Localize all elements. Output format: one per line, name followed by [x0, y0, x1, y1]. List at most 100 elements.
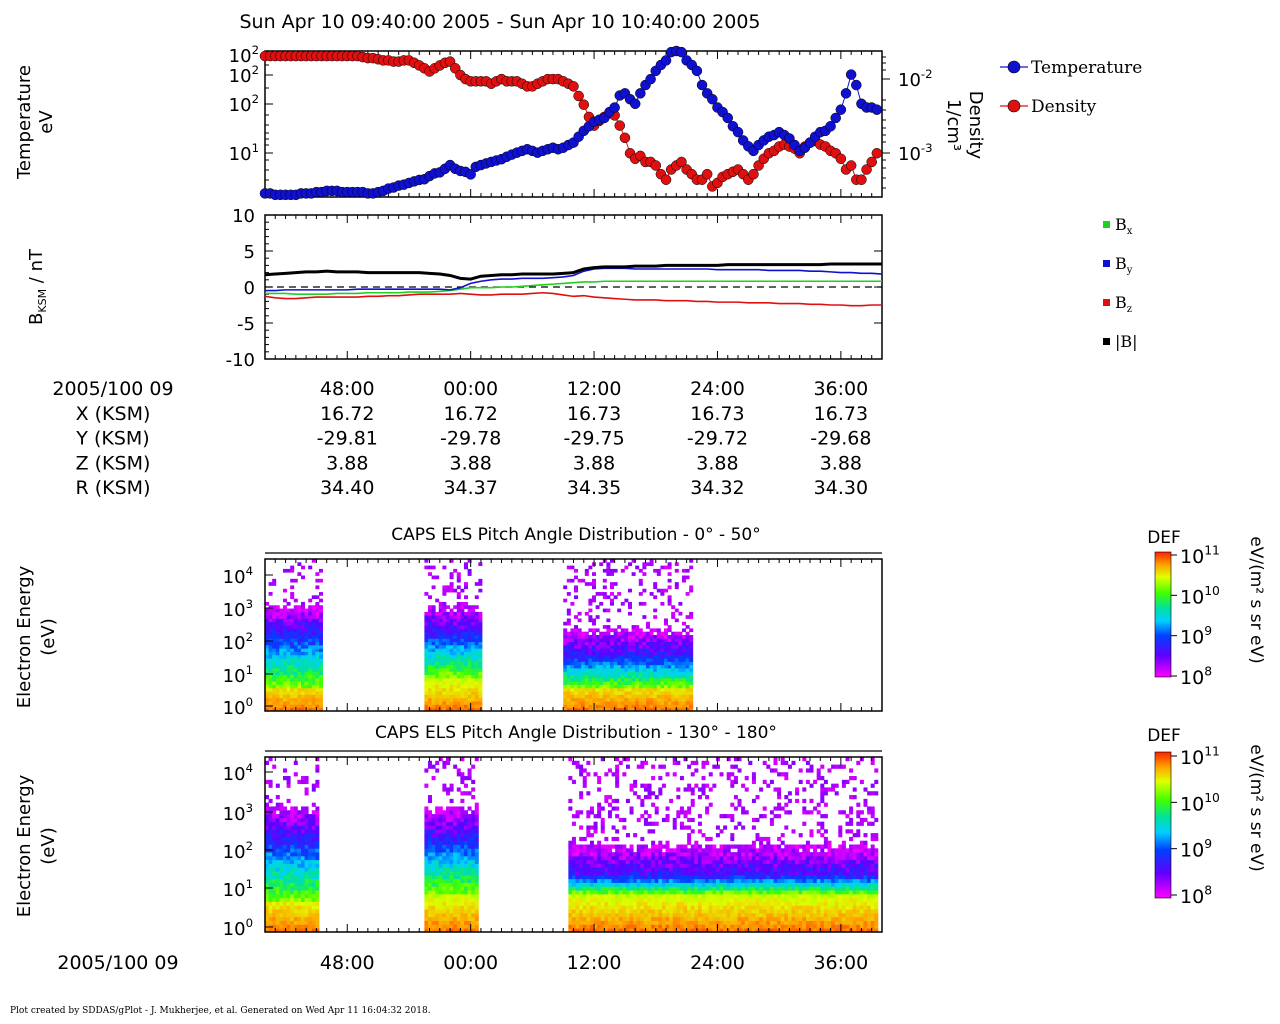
spectrogram-cell — [297, 886, 302, 891]
spectrogram-cell — [308, 611, 313, 616]
spectrogram-cell — [640, 814, 645, 819]
spectrogram-cell — [679, 776, 684, 781]
spectrogram-cell — [579, 878, 584, 883]
spectrogram-cell — [653, 677, 658, 682]
spectrogram-cell — [618, 882, 623, 887]
spectrogram-cell — [588, 707, 593, 712]
density-point — [614, 120, 626, 131]
spectrogram-cell — [690, 886, 695, 891]
spectrogram-cell — [438, 671, 443, 676]
spectrogram-cell — [460, 625, 465, 629]
spectrogram-cell — [290, 893, 295, 899]
spectrogram-cell — [613, 651, 618, 656]
spectrogram-cell — [456, 844, 461, 849]
spectrogram-cell — [311, 621, 316, 626]
spectrogram-cell — [593, 867, 598, 872]
spectrogram-cell — [427, 664, 432, 669]
spectrogram-cell — [581, 641, 586, 646]
spectrogram-cell — [631, 687, 636, 692]
spectrogram-cell — [286, 677, 291, 682]
spectrogram-cell — [463, 863, 468, 868]
spectrogram-cell — [581, 644, 586, 649]
spectrogram-cell — [581, 701, 586, 705]
spectrogram-cell — [265, 863, 269, 868]
temperature-point — [845, 69, 857, 80]
spectrogram-cell — [478, 621, 483, 626]
spectrogram-cell — [674, 635, 679, 639]
spectrogram-cell — [678, 651, 683, 656]
spectrogram-cell — [624, 661, 629, 666]
spectrogram-cell — [647, 905, 652, 910]
spectrogram-cell — [679, 878, 684, 883]
spectrogram-cell — [613, 671, 618, 676]
spectrogram-cell — [442, 928, 447, 933]
spectrogram-cell — [297, 677, 302, 682]
spectrogram-cell — [575, 916, 580, 921]
spectrogram-cell — [631, 707, 636, 712]
spectrogram-cell — [622, 909, 627, 914]
spectrogram-cell — [315, 704, 320, 709]
spectrogram-cell — [643, 783, 648, 788]
spectrogram-cell — [602, 697, 607, 702]
spectrogram-cell — [438, 897, 443, 902]
spectrogram-cell — [568, 897, 573, 902]
spectrogram-cell — [566, 668, 571, 672]
spectrogram-cell — [581, 707, 586, 712]
spectrogram-cell — [681, 691, 686, 695]
spectrogram-cell — [275, 628, 280, 633]
spectrogram-cell — [456, 671, 461, 676]
spectrogram-cell — [445, 916, 450, 921]
spectrogram-cell — [435, 836, 440, 842]
spectrogram-cell — [438, 821, 443, 826]
spectrogram-cell — [463, 601, 468, 606]
spectrogram-cell — [661, 852, 666, 857]
spectrogram-cell — [681, 661, 686, 666]
spectrogram-cell — [438, 701, 443, 705]
spectrogram-cell — [586, 916, 591, 921]
btot-line — [264, 262, 882, 281]
spectrogram-cell — [308, 631, 313, 636]
spectrogram-cell — [290, 704, 295, 709]
spectrogram-cell — [563, 651, 568, 656]
spectrogram-cell — [628, 704, 633, 709]
spectrogram-cell — [643, 852, 648, 857]
spectrogram-cell — [293, 893, 298, 899]
spectrogram-cell — [685, 681, 690, 685]
spectrogram-cell — [615, 829, 620, 834]
spectrogram-cell — [268, 615, 273, 619]
spectrogram-cell — [676, 844, 681, 849]
spectrogram-cell — [618, 867, 623, 872]
spectrogram-cell — [286, 697, 291, 702]
spectrogram-cell — [667, 671, 672, 676]
spectrogram-cell — [633, 878, 638, 883]
spectrogram-cell — [282, 704, 287, 709]
spectrogram-cell — [300, 776, 305, 781]
spectrogram-cell — [636, 912, 641, 918]
spectrogram-cell — [678, 611, 683, 616]
spectrogram-cell — [424, 859, 429, 864]
spectrogram-cell — [656, 631, 661, 636]
spectrogram-cell — [679, 886, 684, 891]
spectrogram-cell — [681, 707, 686, 712]
spectrogram-cell — [595, 697, 600, 702]
spectrogram-cell — [579, 848, 584, 853]
spectrogram-cell — [653, 638, 658, 643]
spectrogram-cell — [610, 572, 615, 576]
spectrogram-cell — [622, 882, 627, 887]
spectrogram-cell — [661, 924, 666, 929]
spectrogram-cell — [618, 859, 623, 864]
spectrogram-cell — [467, 644, 472, 649]
spectrogram-cell — [636, 764, 641, 769]
spectrogram-cell — [586, 791, 591, 796]
spectrogram-cell — [272, 928, 277, 933]
spectrogram-cell — [653, 661, 658, 666]
spectrogram-cell — [647, 852, 652, 857]
spectrogram-cell — [308, 677, 313, 682]
spectrogram-cell — [308, 829, 313, 834]
spectrogram-cell — [586, 901, 591, 906]
spectrogram-cell — [445, 787, 450, 792]
spectrogram-cell — [574, 661, 579, 666]
spectrogram-cell — [647, 897, 652, 902]
spectrogram-cell — [636, 878, 641, 883]
spectrogram-cell — [617, 681, 622, 685]
